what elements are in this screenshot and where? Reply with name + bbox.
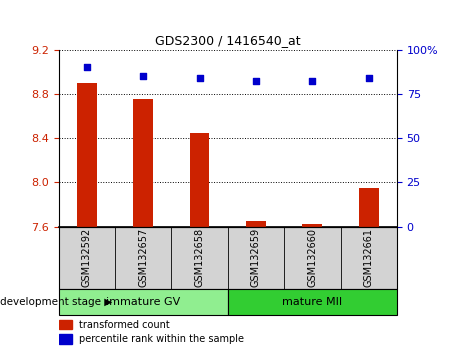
Point [140,73,147,79]
Bar [359,188,378,227]
Bar [59,320,72,329]
Point [365,75,373,81]
Point [253,79,260,84]
Text: GSM132659: GSM132659 [251,228,261,287]
Text: GSM132660: GSM132660 [307,228,318,287]
Title: GDS2300 / 1416540_at: GDS2300 / 1416540_at [155,34,300,47]
Bar [228,289,397,315]
Point [83,64,90,70]
Bar [133,99,153,227]
Text: development stage ▶: development stage ▶ [0,297,112,307]
Text: GSM132661: GSM132661 [364,228,374,287]
Text: mature MII: mature MII [282,297,342,307]
Bar [59,289,228,315]
Bar [246,221,266,227]
Text: GSM132658: GSM132658 [194,228,205,287]
Point [308,79,316,84]
Bar [303,224,322,227]
Text: percentile rank within the sample: percentile rank within the sample [79,334,244,344]
Text: GSM132592: GSM132592 [82,228,92,287]
Bar [190,132,209,227]
Point [196,75,203,81]
Text: immature GV: immature GV [106,297,180,307]
Bar [59,334,72,344]
Text: GSM132657: GSM132657 [138,228,148,287]
Bar [77,83,97,227]
Text: transformed count: transformed count [79,320,170,330]
